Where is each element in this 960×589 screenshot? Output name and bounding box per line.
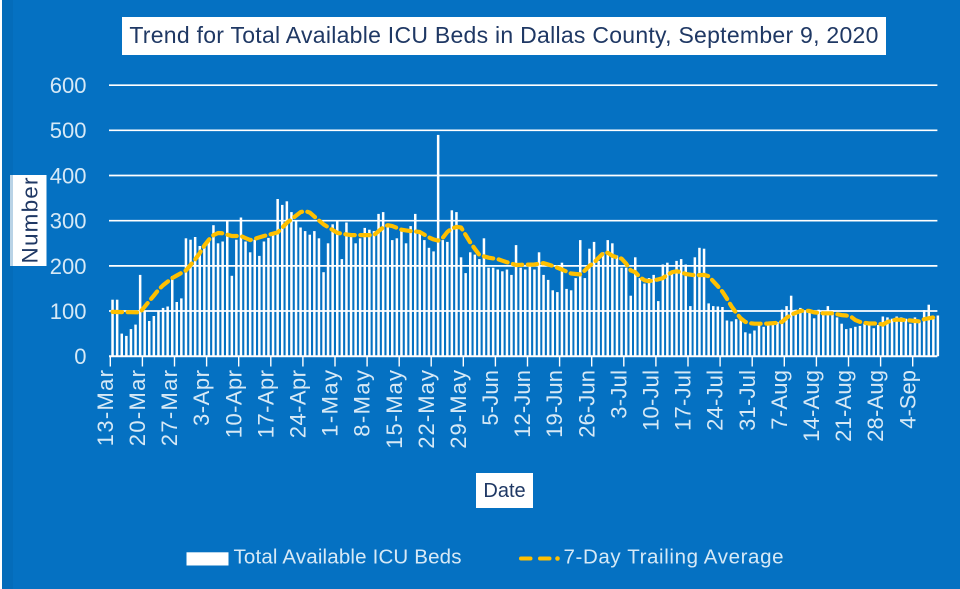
svg-text:600: 600: [50, 73, 87, 98]
svg-text:17-Jul: 17-Jul: [671, 370, 696, 431]
svg-text:27-Mar: 27-Mar: [157, 370, 182, 446]
svg-text:Total Available ICU Beds: Total Available ICU Beds: [234, 546, 462, 569]
svg-text:31-Jul: 31-Jul: [735, 370, 760, 431]
svg-text:20-Mar: 20-Mar: [125, 370, 150, 446]
svg-text:3-Jul: 3-Jul: [606, 370, 631, 419]
svg-text:200: 200: [50, 254, 87, 279]
svg-text:8-May: 8-May: [350, 370, 375, 437]
svg-text:21-Aug: 21-Aug: [831, 370, 856, 442]
svg-text:12-Jun: 12-Jun: [510, 370, 535, 438]
svg-text:500: 500: [50, 118, 87, 143]
svg-text:Number: Number: [17, 177, 42, 264]
svg-text:7-Aug: 7-Aug: [767, 370, 792, 430]
svg-text:19-Jun: 19-Jun: [542, 370, 567, 438]
svg-text:10-Apr: 10-Apr: [221, 370, 246, 438]
svg-text:1-May: 1-May: [318, 370, 343, 437]
svg-text:400: 400: [50, 163, 87, 188]
svg-text:22-May: 22-May: [414, 370, 439, 449]
svg-text:4-Sep: 4-Sep: [895, 370, 920, 429]
svg-text:10-Jul: 10-Jul: [639, 370, 664, 431]
svg-text:24-Jul: 24-Jul: [703, 370, 728, 431]
svg-text:17-Apr: 17-Apr: [253, 370, 278, 438]
svg-text:15-May: 15-May: [382, 370, 407, 449]
svg-text:28-Aug: 28-Aug: [863, 370, 888, 442]
svg-text:26-Jun: 26-Jun: [574, 370, 599, 438]
svg-text:0: 0: [74, 344, 86, 369]
svg-text:7-Day Trailing Average: 7-Day Trailing Average: [564, 546, 784, 569]
svg-text:14-Aug: 14-Aug: [799, 370, 824, 442]
svg-text:300: 300: [50, 209, 87, 234]
svg-text:3-Apr: 3-Apr: [189, 370, 214, 426]
svg-text:5-Jun: 5-Jun: [478, 370, 503, 426]
svg-text:13-Mar: 13-Mar: [93, 370, 118, 446]
svg-text:24-Apr: 24-Apr: [286, 370, 311, 438]
svg-text:29-May: 29-May: [446, 370, 471, 449]
svg-text:100: 100: [50, 299, 87, 324]
